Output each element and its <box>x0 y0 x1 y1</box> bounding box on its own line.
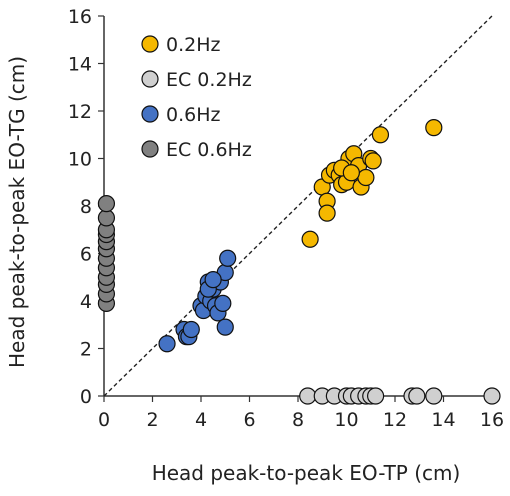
y-tick-label: 2 <box>80 339 92 361</box>
data-point <box>357 168 375 187</box>
x-tick-label: 0 <box>98 409 110 431</box>
legend-marker <box>141 35 159 53</box>
data-point <box>97 209 116 227</box>
x-tick-label: 6 <box>243 409 255 431</box>
y-tick-label: 10 <box>68 149 92 171</box>
data-point <box>219 249 237 267</box>
data-point <box>182 320 200 339</box>
y-tick-label: 8 <box>80 196 92 218</box>
y-tick-label: 6 <box>80 244 92 266</box>
legend-label: 0.6Hz <box>166 104 221 126</box>
data-point <box>204 271 222 289</box>
y-tick-label: 14 <box>68 54 92 76</box>
legend-marker <box>141 105 159 123</box>
legend-label: 0.2Hz <box>166 34 221 56</box>
legend-marker <box>141 140 159 158</box>
legend-marker <box>141 70 159 88</box>
data-point <box>301 230 319 248</box>
data-point <box>483 387 501 405</box>
legend-label: EC 0.2Hz <box>166 69 252 91</box>
series-ec-0-6hz <box>97 195 116 312</box>
x-tick-label: 14 <box>431 409 455 431</box>
data-point <box>425 387 443 405</box>
x-tick-label: 16 <box>480 409 504 431</box>
data-point <box>318 204 336 222</box>
y-tick-label: 12 <box>68 101 92 123</box>
y-tick-label: 4 <box>80 291 92 313</box>
data-point <box>367 387 385 405</box>
data-point <box>299 387 317 405</box>
series-0-2hz <box>301 119 443 248</box>
data-point <box>214 294 232 312</box>
x-tick-label: 10 <box>334 409 358 431</box>
data-point <box>216 318 234 336</box>
data-point <box>342 164 360 182</box>
x-tick-label: 2 <box>146 409 158 431</box>
data-point <box>364 152 382 170</box>
data-point <box>408 387 426 405</box>
x-axis-title: Head peak-to-peak EO-TP (cm) <box>152 461 461 485</box>
y-tick-label: 16 <box>68 6 92 28</box>
series-ec-0-2hz <box>299 387 501 405</box>
x-tick-label: 8 <box>292 409 304 431</box>
legend: 0.2Hz EC 0.2Hz 0.6Hz EC 0.6Hz <box>141 34 252 161</box>
data-point <box>425 119 443 137</box>
axes: 0 2 4 6 8 10 12 14 16 0 2 4 6 8 10 12 14 16 <box>68 6 504 431</box>
data-point <box>158 335 176 353</box>
x-tick-label: 12 <box>383 409 407 431</box>
x-tick-label: 4 <box>195 409 207 431</box>
y-axis-title: Head peak-to-peak EO-TG (cm) <box>5 56 29 368</box>
series-0-6hz <box>158 249 237 353</box>
legend-label: EC 0.6Hz <box>166 139 252 161</box>
y-tick-label: 0 <box>80 386 92 408</box>
data-point <box>371 126 390 144</box>
data-point <box>97 195 116 213</box>
data-points <box>97 119 501 405</box>
